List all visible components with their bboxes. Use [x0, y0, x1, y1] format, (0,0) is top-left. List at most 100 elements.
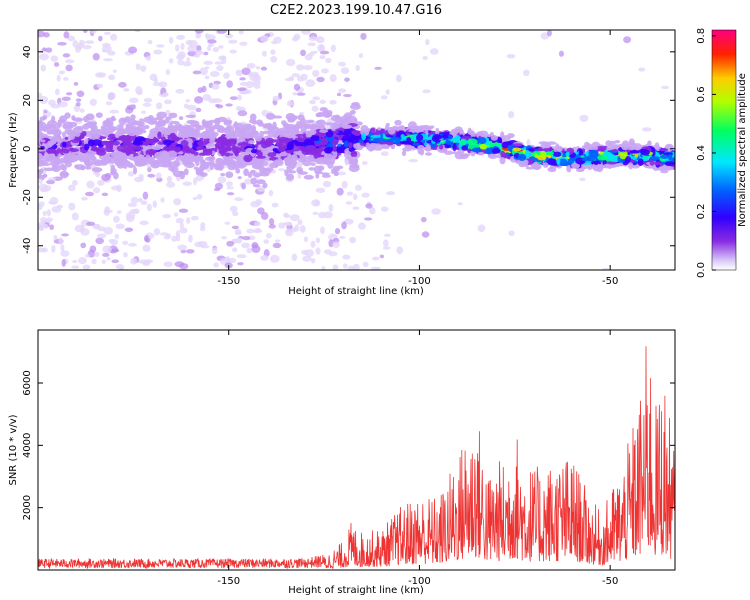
heatmap-cell [286, 143, 294, 151]
heatmap-cell [67, 134, 75, 140]
heatmap-cell [313, 152, 319, 159]
colorbar-label: Normalized spectral amplitude [737, 73, 748, 227]
figure-title: C2E2.2023.199.10.47.G16 [270, 3, 442, 18]
heatmap-cell [138, 118, 145, 122]
heatmap-cell [265, 233, 272, 239]
heatmap-cell [78, 151, 83, 159]
heatmap-cell [261, 50, 267, 57]
heatmap-cell [38, 126, 42, 134]
heatmap-cell [394, 119, 402, 126]
heatmap-cell [58, 237, 64, 245]
heatmap-cell [334, 227, 341, 235]
heatmap-cell [103, 31, 111, 36]
heatmap-cell [454, 126, 463, 132]
heatmap-cell [237, 142, 247, 147]
heatmap-cell [250, 177, 258, 185]
heatmap-cell [293, 115, 298, 120]
heatmap-cell [74, 126, 84, 131]
heatmap-cell [431, 208, 441, 215]
heatmap-cell [249, 74, 259, 82]
heatmap-cell [336, 147, 347, 154]
heatmap-cell [454, 136, 461, 140]
heatmap-cell [67, 35, 76, 42]
heatmap-cell [116, 145, 128, 152]
heatmap-cell [97, 233, 107, 239]
heatmap-cell [500, 150, 506, 157]
heatmap-cell [61, 131, 66, 138]
y-tick-label: -40 [22, 238, 33, 254]
heatmap-cell [80, 242, 87, 249]
heatmap-cell [314, 199, 320, 206]
colorbar-tick-label: 0.8 [696, 28, 707, 44]
heatmap-cell [63, 31, 70, 39]
heatmap-cell [60, 250, 70, 257]
heatmap-cell [244, 161, 256, 166]
heatmap-cell [296, 167, 304, 174]
heatmap-cell [85, 254, 90, 258]
heatmap-cell [293, 83, 301, 91]
heatmap-cell [542, 147, 553, 152]
heatmap-cell [538, 141, 550, 145]
heatmap-cell [265, 113, 276, 120]
heatmap-cell [259, 172, 270, 177]
heatmap-cell [119, 267, 125, 270]
heatmap-cell [252, 229, 263, 234]
heatmap-cell [255, 65, 261, 70]
heatmap-cell [133, 155, 143, 164]
heatmap-cell [159, 126, 167, 131]
heatmap-cell [71, 265, 80, 269]
heatmap-cell [163, 235, 170, 240]
heatmap-cell [156, 111, 168, 119]
heatmap-cell [216, 124, 223, 131]
heatmap-cell [578, 149, 584, 156]
heatmap-cell [252, 184, 261, 188]
heatmap-cell [310, 50, 318, 54]
heatmap-cell [649, 159, 655, 166]
heatmap-cell [526, 138, 531, 147]
snr-panel: -150 -100 -50 2000 4000 6000 Height of straig… [8, 329, 676, 596]
heatmap-cell [272, 95, 280, 102]
heatmap-cell [101, 173, 111, 182]
heatmap-cell [546, 141, 557, 145]
heatmap-cell [235, 167, 241, 174]
heatmap-cell [152, 145, 162, 151]
heatmap-cell [319, 129, 329, 133]
heatmap-cell [137, 122, 143, 127]
heatmap-cell [460, 139, 466, 146]
heatmap-cell [194, 96, 204, 104]
heatmap-cell [268, 218, 275, 226]
heatmap-cell [123, 252, 128, 258]
heatmap-cell [79, 135, 85, 140]
heatmap-cell [38, 178, 43, 185]
heatmap-cell [390, 143, 395, 150]
heatmap-cell [178, 116, 184, 121]
heatmap-cell [352, 131, 361, 136]
heatmap-cell [544, 151, 555, 156]
heatmap-cell [167, 134, 178, 141]
heatmap-cell [46, 124, 56, 131]
heatmap-cell [359, 142, 367, 146]
heatmap-cell [638, 67, 646, 72]
heatmap-cell [72, 40, 79, 48]
heatmap-cell [439, 144, 444, 150]
heatmap-cell [382, 239, 389, 247]
heatmap-cell [255, 179, 266, 185]
heatmap-cell [197, 140, 208, 147]
heatmap-cell [252, 81, 261, 86]
heatmap-cell [50, 103, 61, 109]
heatmap-cell [225, 128, 230, 133]
snr-series-line [38, 346, 675, 570]
heatmap-cell [396, 246, 404, 255]
heatmap-cell [122, 240, 129, 246]
heatmap-cell [236, 254, 247, 259]
heatmap-cell [634, 152, 639, 158]
heatmap-cell [540, 32, 550, 40]
heatmap-cell [304, 249, 315, 257]
heatmap-cell [362, 261, 369, 268]
heatmap-cell [93, 251, 100, 257]
heatmap-cell [158, 81, 168, 88]
colorbar [711, 29, 737, 271]
heatmap-cell [349, 156, 359, 165]
heatmap-cell [231, 225, 240, 230]
heatmap-cell [229, 205, 238, 213]
